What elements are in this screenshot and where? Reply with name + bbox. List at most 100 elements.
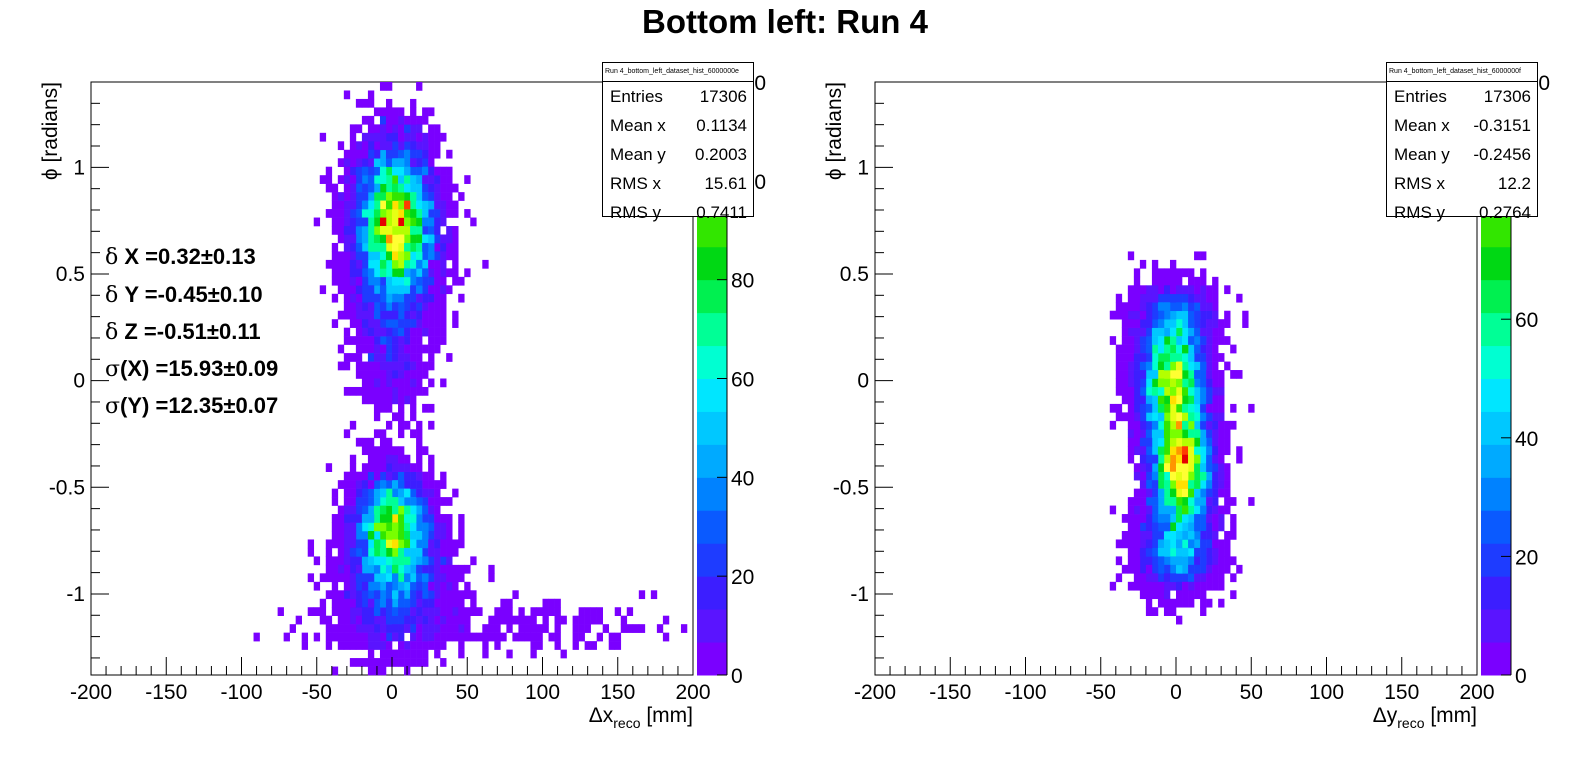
histogram-bin xyxy=(518,615,525,625)
histogram-bin xyxy=(404,505,411,515)
histogram-bin xyxy=(1236,446,1243,456)
histogram-bin xyxy=(452,226,459,235)
histogram-bin xyxy=(1182,319,1189,328)
histogram-bin xyxy=(392,149,399,159)
histogram-bin xyxy=(614,632,622,642)
histogram-bin xyxy=(458,293,465,303)
histogram-bin xyxy=(355,209,363,218)
histogram-bin xyxy=(1182,488,1189,498)
histogram-bin xyxy=(1109,336,1117,345)
histogram-bin xyxy=(1151,480,1159,489)
histogram-bin xyxy=(392,547,399,557)
histogram-bin xyxy=(355,98,363,108)
histogram-bin xyxy=(1163,522,1171,532)
histogram-bin xyxy=(349,598,357,608)
histogram-bin xyxy=(554,607,561,616)
histogram-bin xyxy=(1182,412,1189,422)
histogram-bin xyxy=(331,522,339,532)
histogram-bin xyxy=(337,310,345,320)
histogram-bin xyxy=(1151,412,1159,422)
histogram-bin xyxy=(446,539,453,549)
histogram-bin xyxy=(1133,285,1141,295)
histogram-bin xyxy=(1224,285,1231,295)
histogram-bin xyxy=(416,505,423,515)
histogram-bin xyxy=(428,268,435,278)
histogram-bin xyxy=(392,463,399,472)
histogram-bin xyxy=(343,251,351,261)
histogram-bin xyxy=(1188,497,1195,506)
histogram-bin xyxy=(331,276,339,286)
histogram-bin xyxy=(349,268,357,278)
histogram-bin xyxy=(392,158,399,168)
histogram-bin xyxy=(398,530,405,540)
histogram-bin xyxy=(1194,505,1201,515)
x-tick-label: 200 xyxy=(1459,681,1494,704)
histogram-bin xyxy=(1212,581,1219,591)
histogram-bin xyxy=(410,649,417,659)
histogram-bin xyxy=(446,522,453,532)
histogram-bin xyxy=(518,632,525,642)
histogram-bin xyxy=(452,573,459,583)
histogram-bin xyxy=(1182,437,1189,447)
histogram-bin xyxy=(440,132,447,142)
histogram-bin xyxy=(1169,463,1177,472)
histogram-bin xyxy=(410,158,417,168)
histogram-bin xyxy=(1169,403,1177,413)
histogram-bin xyxy=(361,395,369,405)
histogram-bin xyxy=(1200,505,1207,515)
histogram-bin xyxy=(1169,420,1177,430)
histogram-bin xyxy=(355,386,363,396)
histogram-bin xyxy=(428,488,435,498)
histogram-bin xyxy=(379,514,387,523)
histogram-bin xyxy=(1200,276,1207,286)
x-tick-label: 150 xyxy=(600,681,635,704)
histogram-bin xyxy=(1206,573,1213,583)
histogram-bin xyxy=(410,505,417,515)
histogram-bin xyxy=(319,175,327,184)
histogram-bin xyxy=(422,192,429,201)
histogram-bin xyxy=(337,514,345,523)
histogram-bin xyxy=(1109,403,1117,413)
histogram-bin xyxy=(1200,386,1207,396)
histogram-bin xyxy=(1157,556,1165,566)
histogram-bin xyxy=(422,607,429,616)
histogram-bin xyxy=(361,547,369,557)
histogram-bin xyxy=(440,539,447,549)
histogram-bin xyxy=(1121,539,1129,549)
histogram-bin xyxy=(404,624,411,633)
histogram-bin xyxy=(1139,378,1147,388)
histogram-bin xyxy=(410,615,417,625)
histogram-bin xyxy=(410,395,417,405)
histogram-bin xyxy=(1206,403,1213,413)
histogram-bin xyxy=(1139,471,1147,481)
histogram-bin xyxy=(349,353,357,362)
histogram-bin xyxy=(662,632,670,642)
histogram-bin xyxy=(361,480,369,489)
histogram-bin xyxy=(392,226,399,235)
histogram-bin xyxy=(1212,370,1219,379)
histogram-bin xyxy=(379,217,387,227)
histogram-bin xyxy=(434,598,441,608)
histogram-bin xyxy=(385,488,393,498)
histogram-bin xyxy=(428,132,435,142)
histogram-bin xyxy=(548,632,555,642)
histogram-bin xyxy=(367,141,375,151)
histogram-bin xyxy=(361,497,369,506)
histogram-bin xyxy=(404,378,411,388)
histogram-bin xyxy=(428,217,435,227)
histogram-bin xyxy=(1206,497,1213,506)
histogram-bin xyxy=(398,641,405,650)
histogram-bin xyxy=(367,607,375,616)
histogram-bin xyxy=(452,615,459,625)
histogram-bin xyxy=(1169,259,1177,269)
histogram-bin xyxy=(416,556,423,566)
stats-title: Run 4_bottom_left_dataset_hist_6000000f xyxy=(1387,63,1537,82)
histogram-bin xyxy=(398,327,405,337)
histogram-bin xyxy=(1182,420,1189,430)
histogram-bin xyxy=(410,344,417,354)
histogram-bin xyxy=(349,480,357,489)
histogram-bin xyxy=(398,624,405,633)
histogram-bin xyxy=(452,183,459,193)
histogram-bin xyxy=(361,209,369,218)
